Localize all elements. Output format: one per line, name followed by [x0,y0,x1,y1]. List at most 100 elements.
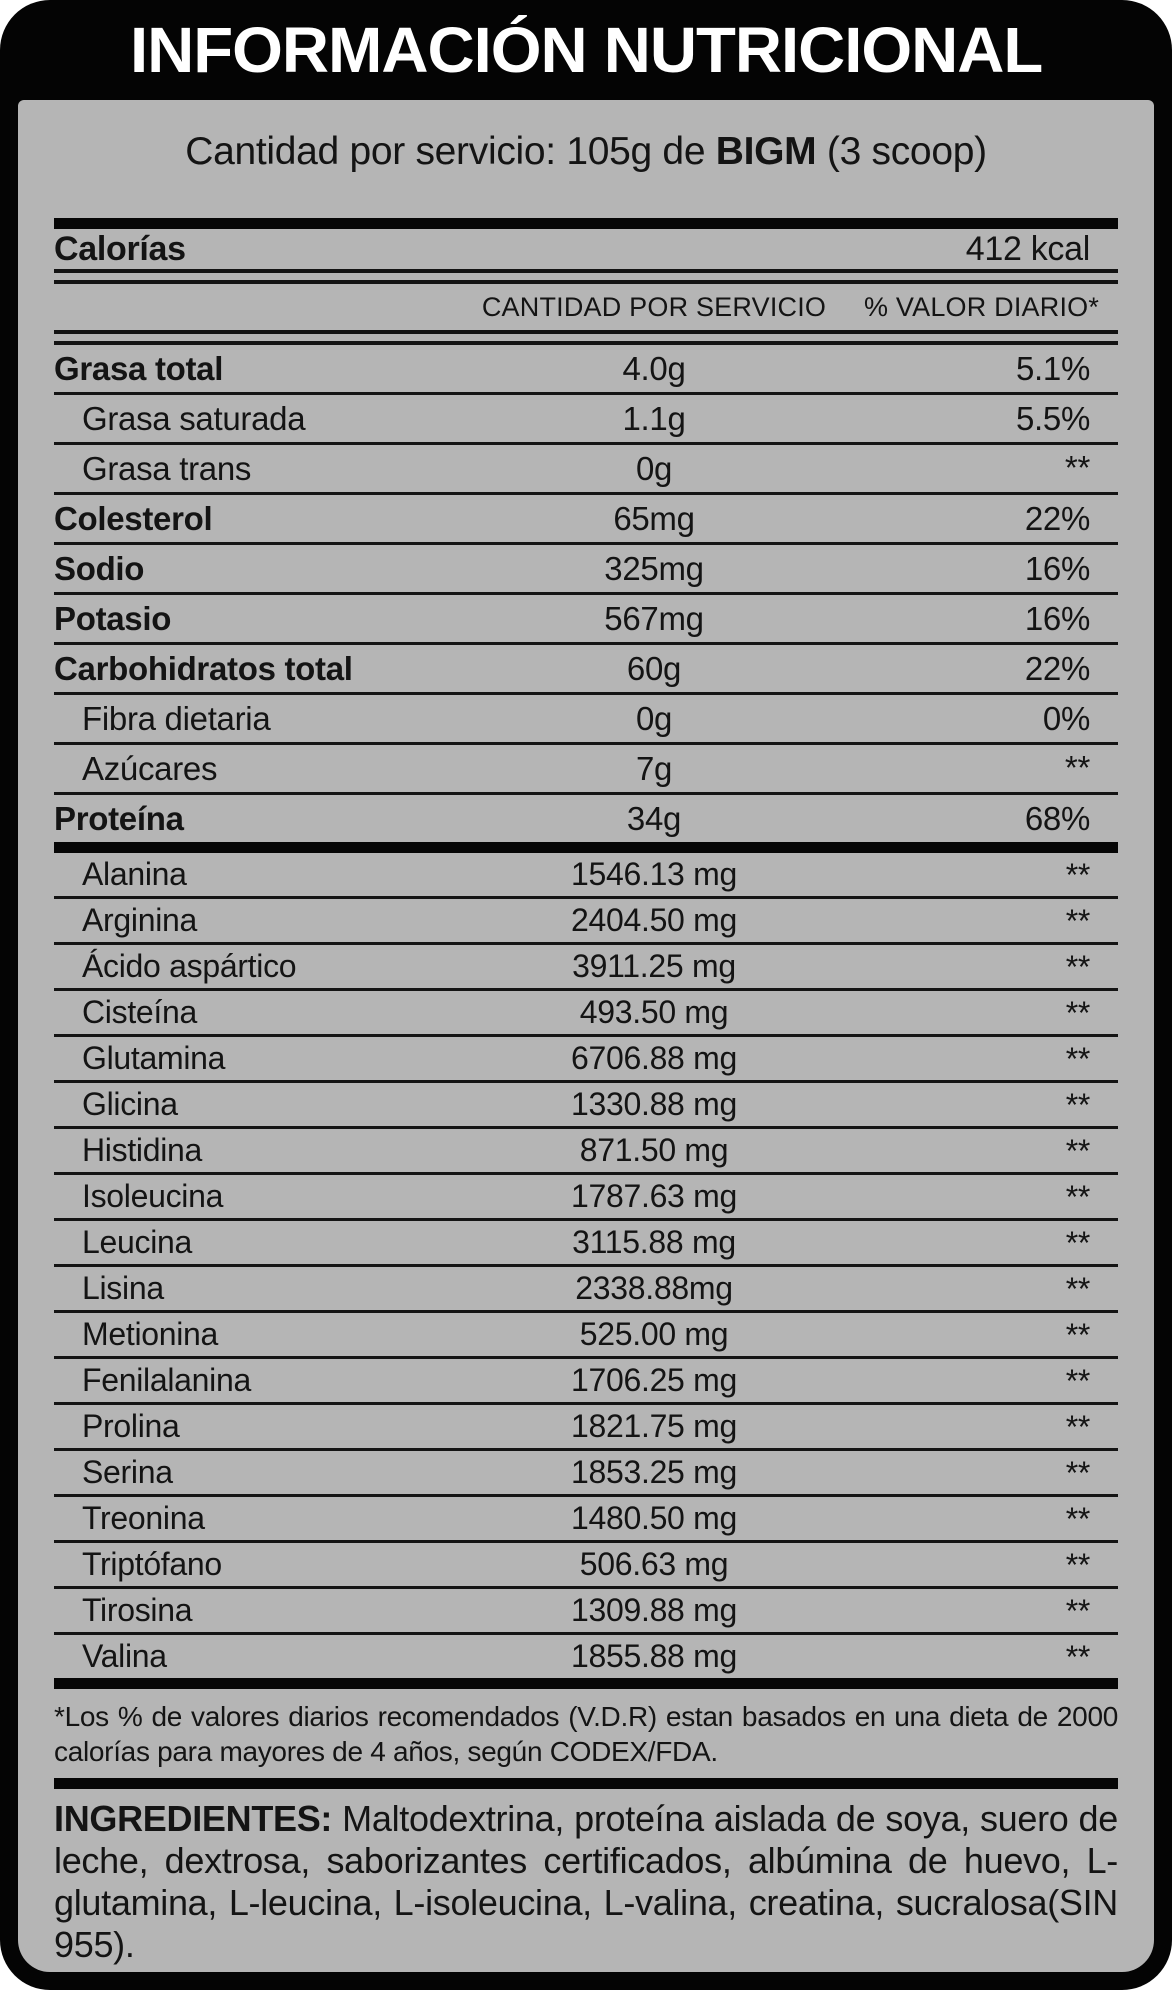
ingredients-label: INGREDIENTES: [54,1798,333,1839]
page-title: INFORMACIÓN NUTRICIONAL [129,14,1043,86]
serving-prefix: Cantidad por servicio: 105g de [185,130,716,173]
ingredients-text: Maltodextrina, proteína aislada de soya,… [54,1798,1118,1965]
nutrient-row-label: Potasio [54,599,172,637]
amino-acid-row-daily-value: ** [1065,1455,1091,1491]
amino-acid-row-daily-value: ** [1065,1593,1091,1629]
nutrient-row-amount: 4.0g [622,349,686,387]
amino-acid-row-daily-value: ** [1065,949,1091,985]
amino-acid-row-label: Treonina [82,1500,205,1536]
nutrient-row: Azúcares 7g ** [54,745,1118,795]
nutrient-row-daily-value: 5.1% [1015,349,1090,387]
serving-suffix: (3 scoop) [816,130,987,173]
amino-acid-row-daily-value: ** [1065,1133,1091,1169]
nutrient-row-label: Sodio [54,549,145,587]
amino-acid-row-amount: 1480.50 mg [570,1500,738,1536]
nutrient-row-amount: 0g [635,449,673,487]
amount-column-header: CANTIDAD POR SERVICIO [481,291,827,322]
nutrient-row-daily-value: 16% [1024,599,1090,637]
serving-size-line: Cantidad por servicio: 105g de BIGM (3 s… [54,100,1118,178]
amino-acid-row: Lisina 2338.88mg ** [54,1267,1118,1313]
nutrient-row: Grasa trans 0g ** [54,445,1118,495]
amino-acid-row-amount: 1309.88 mg [570,1592,738,1628]
amino-acid-row: Metionina 525.00 mg ** [54,1313,1118,1359]
amino-acid-row-label: Tirosina [82,1592,193,1628]
nutrient-row: Proteína 34g 68% [54,795,1118,842]
amino-acid-row-amount: 493.50 mg [579,994,729,1030]
amino-acid-row: Triptófano 506.63 mg ** [54,1543,1118,1589]
amino-acid-row-daily-value: ** [1065,1087,1091,1123]
amino-acid-row-amount: 1706.25 mg [570,1362,738,1398]
amino-acid-row: Glicina 1330.88 mg ** [54,1083,1118,1129]
amino-acid-row-amount: 1855.88 mg [570,1638,738,1674]
nutrient-row: Fibra dietaria 0g 0% [54,695,1118,745]
nutrient-row-label: Colesterol [54,499,213,537]
nutrient-row-amount: 0g [635,699,673,737]
nutrient-row-amount: 567mg [604,599,704,637]
amino-acid-row-daily-value: ** [1065,1271,1091,1307]
amino-acid-row-daily-value: ** [1065,1041,1091,1077]
amino-acid-row-amount: 6706.88 mg [570,1040,738,1076]
nutrient-row-amount: 1.1g [622,399,686,437]
amino-acid-row-daily-value: ** [1065,995,1091,1031]
ingredients-paragraph: INGREDIENTES: Maltodextrina, proteína ai… [54,1798,1118,1966]
amino-acid-row-amount: 871.50 mg [579,1132,729,1168]
amino-acid-row: Leucina 3115.88 mg ** [54,1221,1118,1267]
amino-acid-row: Prolina 1821.75 mg ** [54,1405,1118,1451]
nutrient-row-daily-value: ** [1064,449,1090,486]
amino-acid-row-amount: 1821.75 mg [570,1408,738,1444]
amino-acid-row-label: Metionina [82,1316,219,1352]
amino-acid-row-daily-value: ** [1065,857,1091,893]
amino-acid-row: Histidina 871.50 mg ** [54,1129,1118,1175]
nutrient-row: Sodio 325mg 16% [54,545,1118,595]
thick-divider [54,218,1118,229]
nutrient-row-label: Grasa trans [82,449,252,487]
amino-acid-row: Fenilalanina 1706.25 mg ** [54,1359,1118,1405]
amino-acid-row-amount: 3911.25 mg [572,948,736,984]
nutrient-row: Colesterol 65mg 22% [54,495,1118,545]
amino-acid-row-amount: 1546.13 mg [570,856,738,892]
nutrients-table: Grasa total 4.0g 5.1% Grasa saturada 1.1g 5.5… [54,345,1118,842]
amino-acid-row-label: Alanina [82,856,187,892]
nutrient-row-label: Grasa total [54,349,224,387]
nutrient-row-daily-value: ** [1064,749,1090,786]
amino-acid-row-label: Histidina [82,1132,203,1168]
brand-name: BIGM [715,130,817,173]
nutrient-row: Grasa saturada 1.1g 5.5% [54,395,1118,445]
nutrient-row-daily-value: 22% [1024,649,1090,687]
calories-label: Calorías [54,229,186,268]
amino-acid-row-label: Triptófano [82,1546,222,1582]
amino-acid-row-amount: 2404.50 mg [570,902,738,938]
amino-acid-row-label: Glutamina [82,1040,226,1076]
daily-value-column-header: % VALOR DIARIO* [864,291,1100,322]
amino-acid-row-amount: 1787.63 mg [570,1178,738,1214]
amino-acid-row: Serina 1853.25 mg ** [54,1451,1118,1497]
amino-acid-row-label: Lisina [82,1270,164,1306]
amino-acid-row: Tirosina 1309.88 mg ** [54,1589,1118,1635]
nutrient-row-daily-value: 0% [1042,699,1090,737]
amino-acid-row-amount: 525.00 mg [579,1316,729,1352]
nutrient-row-label: Carbohidratos total [54,649,353,687]
nutrient-row-amount: 60g [626,649,682,687]
nutrient-row-label: Fibra dietaria [82,699,271,737]
amino-acid-row-label: Prolina [82,1408,180,1444]
amino-acid-row-daily-value: ** [1065,1639,1091,1675]
amino-acid-row: Ácido aspártico 3911.25 mg ** [54,945,1118,991]
amino-acid-row-label: Cisteína [82,994,197,1030]
amino-acid-row-label: Ácido aspártico [82,948,297,984]
double-divider [54,269,1118,284]
amino-acid-row-amount: 506.63 mg [579,1546,729,1582]
nutrient-row-amount: 34g [626,799,682,837]
amino-acid-row-label: Isoleucina [82,1178,224,1214]
amino-acid-row-daily-value: ** [1065,1225,1091,1261]
nutrient-row-daily-value: 5.5% [1015,399,1090,437]
amino-acid-row: Cisteína 493.50 mg ** [54,991,1118,1037]
amino-acid-row-daily-value: ** [1065,1501,1091,1537]
nutrient-row-daily-value: 68% [1024,799,1090,837]
nutrient-row-daily-value: 16% [1024,549,1090,587]
nutrient-row-label: Grasa saturada [82,399,306,437]
amino-acid-row-daily-value: ** [1065,1363,1091,1399]
amino-acid-row-amount: 1853.25 mg [570,1454,738,1490]
calories-value: 412 kcal [965,229,1091,268]
nutrient-row-label: Azúcares [82,749,218,787]
